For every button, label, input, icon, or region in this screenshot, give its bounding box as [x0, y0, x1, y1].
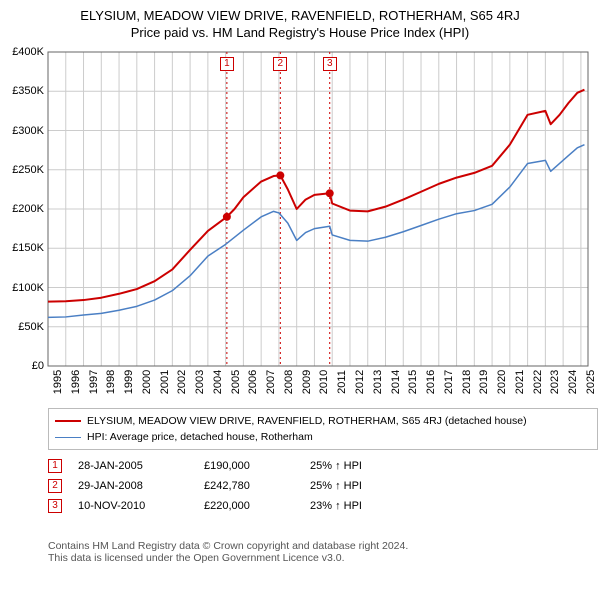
y-axis-tick-label: £50K: [18, 321, 48, 333]
x-axis-tick-label: 2005: [226, 370, 242, 394]
x-axis-tick-label: 2009: [297, 370, 313, 394]
x-axis-tick-label: 2019: [474, 370, 490, 394]
x-axis-tick-label: 2006: [243, 370, 259, 394]
sale-event-row: 1 28-JAN-2005 £190,000 25% ↑ HPI: [48, 456, 362, 476]
legend-swatch: [55, 420, 81, 422]
event-marker-flag: 3: [323, 57, 337, 71]
sale-event-index-box: 2: [48, 479, 62, 493]
x-axis-tick-label: 2022: [528, 370, 544, 394]
legend-label: HPI: Average price, detached house, Roth…: [87, 431, 313, 443]
sale-event-hpi-delta: 25% ↑ HPI: [310, 480, 362, 492]
event-marker-flag: 2: [273, 57, 287, 71]
x-axis-tick-label: 1998: [101, 370, 117, 394]
event-marker-flag: 1: [220, 57, 234, 71]
chart-plot-area: £0£50K£100K£150K£200K£250K£300K£350K£400…: [48, 52, 588, 366]
chart-title-line2: Price paid vs. HM Land Registry's House …: [0, 25, 600, 40]
sale-event-hpi-delta: 23% ↑ HPI: [310, 500, 362, 512]
y-axis-tick-label: £400K: [12, 46, 48, 58]
x-axis-tick-label: 2002: [172, 370, 188, 394]
x-axis-tick-label: 2025: [581, 370, 597, 394]
sale-event-date: 10-NOV-2010: [78, 500, 188, 512]
x-axis-tick-label: 2000: [137, 370, 153, 394]
x-axis-tick-label: 2011: [332, 370, 348, 394]
x-axis-tick-label: 1997: [84, 370, 100, 394]
sale-event-date: 28-JAN-2005: [78, 460, 188, 472]
legend-item: ELYSIUM, MEADOW VIEW DRIVE, RAVENFIELD, …: [55, 413, 591, 429]
x-axis-tick-label: 2015: [403, 370, 419, 394]
x-axis-tick-label: 2013: [368, 370, 384, 394]
x-axis-tick-label: 1995: [48, 370, 64, 394]
legend-box: ELYSIUM, MEADOW VIEW DRIVE, RAVENFIELD, …: [48, 408, 598, 450]
attribution-footer: Contains HM Land Registry data © Crown c…: [48, 540, 408, 564]
x-axis-tick-label: 1996: [66, 370, 82, 394]
x-axis-tick-label: 2020: [492, 370, 508, 394]
y-axis-tick-label: £300K: [12, 125, 48, 137]
x-axis-tick-label: 2014: [386, 370, 402, 394]
property-price-line: [48, 90, 584, 302]
x-axis-tick-label: 2017: [439, 370, 455, 394]
sale-event-row: 2 29-JAN-2008 £242,780 25% ↑ HPI: [48, 476, 362, 496]
sale-event-index-box: 1: [48, 459, 62, 473]
x-axis-tick-label: 2010: [314, 370, 330, 394]
legend-swatch: [55, 437, 81, 438]
x-axis-tick-label: 2018: [457, 370, 473, 394]
sale-event-index-box: 3: [48, 499, 62, 513]
sales-events-table: 1 28-JAN-2005 £190,000 25% ↑ HPI 2 29-JAN-200…: [48, 456, 362, 516]
sale-event-price: £190,000: [204, 460, 294, 472]
sale-event-row: 3 10-NOV-2010 £220,000 23% ↑ HPI: [48, 496, 362, 516]
x-axis-tick-label: 2001: [155, 370, 171, 394]
x-axis-tick-label: 2003: [190, 370, 206, 394]
sale-event-hpi-delta: 25% ↑ HPI: [310, 460, 362, 472]
footer-line1: Contains HM Land Registry data © Crown c…: [48, 540, 408, 552]
y-axis-tick-label: £250K: [12, 164, 48, 176]
y-axis-tick-label: £350K: [12, 85, 48, 97]
legend-item: HPI: Average price, detached house, Roth…: [55, 429, 591, 445]
y-axis-tick-label: £150K: [12, 242, 48, 254]
sale-event-date: 29-JAN-2008: [78, 480, 188, 492]
x-axis-tick-label: 2007: [261, 370, 277, 394]
y-axis-tick-label: £100K: [12, 282, 48, 294]
x-axis-tick-label: 2021: [510, 370, 526, 394]
x-axis-tick-label: 2008: [279, 370, 295, 394]
y-axis-tick-label: £200K: [12, 203, 48, 215]
chart-svg: [48, 52, 588, 366]
x-axis-tick-label: 2012: [350, 370, 366, 394]
chart-title-line1: ELYSIUM, MEADOW VIEW DRIVE, RAVENFIELD, …: [0, 0, 600, 23]
x-axis-tick-label: 2016: [421, 370, 437, 394]
y-axis-tick-label: £0: [32, 360, 48, 372]
sale-event-price: £242,780: [204, 480, 294, 492]
x-axis-tick-label: 2024: [563, 370, 579, 394]
x-axis-tick-label: 2004: [208, 370, 224, 394]
x-axis-tick-label: 2023: [545, 370, 561, 394]
legend-label: ELYSIUM, MEADOW VIEW DRIVE, RAVENFIELD, …: [87, 415, 527, 427]
footer-line2: This data is licensed under the Open Gov…: [48, 552, 408, 564]
x-axis-tick-label: 1999: [119, 370, 135, 394]
sale-event-price: £220,000: [204, 500, 294, 512]
